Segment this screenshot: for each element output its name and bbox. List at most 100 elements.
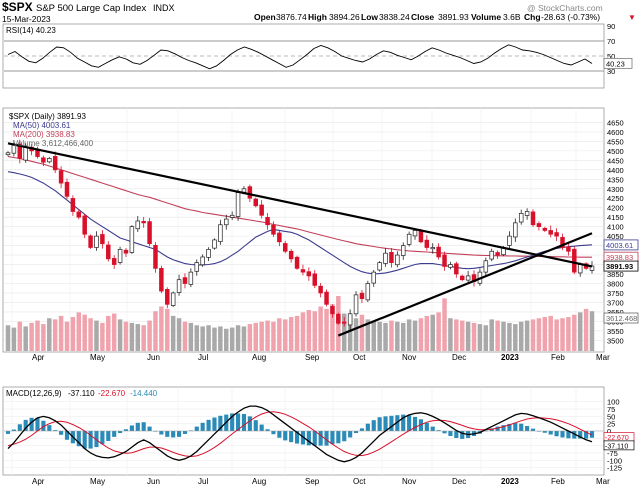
price-x-label: 2023 [501,353,519,362]
volume-bar [58,315,64,351]
volume-bar [448,318,453,351]
candle-up [524,211,530,216]
candle-up [353,294,359,315]
volume-bar [524,320,530,351]
candle-down [342,321,347,324]
volume-bar [495,320,500,351]
macd-histogram-bar [23,419,28,431]
macd-histogram-bar [53,430,58,431]
macd-y-tick: 0 [607,427,611,436]
macd-histogram-bar [377,417,382,431]
price-x-label: Oct [353,353,366,362]
candle-up [430,247,435,250]
macd-histogram-bar [35,417,40,431]
volume-bar [253,322,258,351]
volume-bar [572,314,577,351]
macd-histogram-bar [554,431,559,437]
trendline [337,232,593,337]
macd-histogram-bar [548,431,553,435]
trendline [7,142,593,268]
price-y-tick: 4200 [607,204,624,213]
candle-down [159,267,164,292]
macd-histogram-bar [294,431,300,444]
macd-x-label: Apr [32,477,45,486]
price-y-tick: 3700 [607,298,624,307]
high-label: High [308,12,327,22]
candle-up [448,264,453,268]
macd-histogram-bar [312,431,317,446]
candle-up [135,220,141,230]
chg-down-arrow-icon: ▼ [628,13,636,22]
volume-bar [501,321,506,351]
price-y-tick: 4150 [607,213,624,222]
macd-histogram-bar [94,431,99,448]
candle-down [147,221,152,245]
candle-up [371,271,376,284]
price-layer: 4650460045504500445044004350430042504200… [4,108,639,362]
macd-histogram-bar [59,431,64,435]
candle-up [395,254,400,266]
candle-down [548,230,553,235]
volume-bar [536,318,542,351]
volume-bar [395,321,400,351]
macd-histogram-bar [235,413,241,431]
macd-histogram-bar [501,425,506,431]
macd-histogram-bar [123,429,129,431]
candle-down [312,273,317,286]
price-y-tick: 3850 [607,270,624,279]
candle-up [117,249,123,263]
candle-down [106,244,111,260]
volume-bar [247,324,253,351]
macd-x-label: Feb [551,477,565,486]
macd-y-tick: 75 [607,405,615,414]
candle-up [129,226,135,253]
macd-histogram-bar [289,431,294,443]
price-x-label: Feb [551,353,565,362]
macd-histogram-bar [82,431,87,449]
macd-y-tick: -125 [607,464,622,473]
volume-bar [100,322,105,351]
ma200-badge: 3938.83 [606,253,633,262]
ma50-badge-box [603,239,639,251]
candle-up [400,245,406,256]
candle-down [277,232,282,243]
volume-bar [259,321,264,351]
ma200-legend: MA(200) 3938.83 [13,130,75,139]
macd-histogram-bar [212,417,217,431]
candle-up [206,249,211,258]
macd-histogram-bar [371,420,376,431]
candle-down [389,251,394,264]
rsi-legend: RSI(14) 40.23 [6,26,56,35]
rsi-line [7,44,593,70]
macd-signal-line [7,411,593,458]
macd-histogram-bar [430,426,435,431]
candle-up [212,239,217,249]
candle-down [265,217,270,226]
macd-histogram-bar [424,422,429,431]
volume-bar [129,322,135,351]
price-y-tick: 4450 [607,156,624,165]
volume-bar [135,324,141,351]
volume-bar [94,320,99,351]
volume-bar [41,324,46,351]
volume-bar [507,322,512,351]
macd-x-label: Oct [353,477,366,486]
candle-up [577,264,583,274]
volume-bar [235,325,241,351]
macd-histogram-bar [359,428,365,431]
volume-bar [117,319,123,351]
volume-bar [11,327,17,351]
macd-signal-badge: -22.670 [605,435,629,442]
candle-down [294,256,300,269]
volume-bar [35,320,40,351]
volume-bar [566,317,571,351]
macd-histogram-bar [318,431,323,446]
macd-histogram-bar [147,426,152,431]
volume-bar [436,312,441,351]
macd-legend-value: -37.110 [68,389,95,398]
high-value: 3894.26 [329,12,360,22]
rsi-y-tick: 30 [607,67,615,76]
volume-bar [277,318,282,351]
macd-histogram-bar [112,431,117,437]
candle-down [82,215,87,235]
